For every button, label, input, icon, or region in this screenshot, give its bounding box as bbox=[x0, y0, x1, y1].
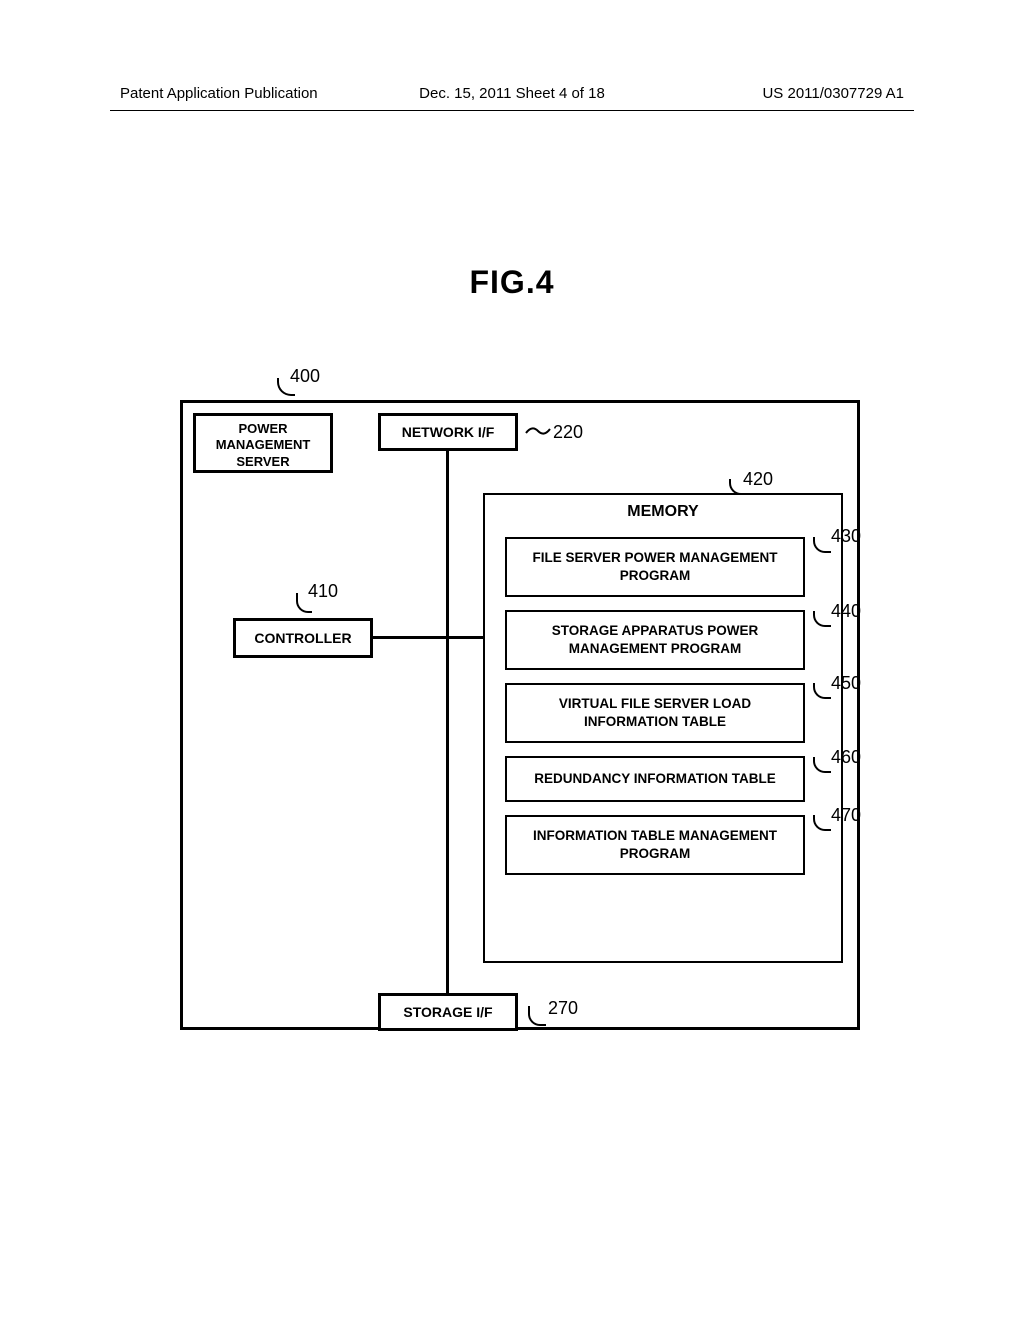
header-right: US 2011/0307729 A1 bbox=[643, 85, 904, 102]
page-header: Patent Application Publication Dec. 15, … bbox=[120, 85, 904, 102]
leader-hook-400 bbox=[277, 378, 295, 396]
ref-label-220: 220 bbox=[553, 422, 583, 443]
header-rule bbox=[110, 110, 914, 111]
memory-item-430: FILE SERVER POWER MANAGEMENT PROGRAM bbox=[505, 537, 805, 597]
ref-label-430: 430 bbox=[831, 526, 861, 547]
memory-item-450: VIRTUAL FILE SERVER LOAD INFORMATION TAB… bbox=[505, 683, 805, 743]
memory-box: MEMORY FILE SERVER POWER MANAGEMENT PROG… bbox=[483, 493, 843, 963]
leader-tilde-220 bbox=[525, 425, 551, 437]
ref-label-450: 450 bbox=[831, 673, 861, 694]
ref-label-470: 470 bbox=[831, 805, 861, 826]
ref-label-270: 270 bbox=[548, 998, 578, 1019]
storage-if-box: STORAGE I/F bbox=[378, 993, 518, 1031]
bus-to-controller bbox=[373, 636, 446, 639]
memory-item-470: INFORMATION TABLE MANAGEMENT PROGRAM bbox=[505, 815, 805, 875]
block-diagram: 400 POWER MANAGEMENT SERVER NETWORK I/F … bbox=[180, 380, 860, 1030]
ref-label-420: 420 bbox=[743, 469, 773, 490]
figure-title: FIG.4 bbox=[0, 264, 1024, 301]
bus-vertical bbox=[446, 451, 449, 993]
page: Patent Application Publication Dec. 15, … bbox=[0, 0, 1024, 1320]
ref-label-410: 410 bbox=[308, 581, 338, 602]
memory-item-460: REDUNDANCY INFORMATION TABLE bbox=[505, 756, 805, 802]
ref-label-460: 460 bbox=[831, 747, 861, 768]
network-if-box: NETWORK I/F bbox=[378, 413, 518, 451]
header-mid: Dec. 15, 2011 Sheet 4 of 18 bbox=[381, 85, 642, 102]
ref-label-440: 440 bbox=[831, 601, 861, 622]
controller-box: CONTROLLER bbox=[233, 618, 373, 658]
memory-title: MEMORY bbox=[485, 503, 841, 521]
leader-hook-410 bbox=[296, 593, 312, 613]
header-left: Patent Application Publication bbox=[120, 85, 381, 102]
power-management-server-box: POWER MANAGEMENT SERVER NETWORK I/F 220 … bbox=[180, 400, 860, 1030]
memory-item-440: STORAGE APPARATUS POWER MANAGEMENT PROGR… bbox=[505, 610, 805, 670]
power-management-server-label: POWER MANAGEMENT SERVER bbox=[193, 413, 333, 473]
leader-hook-270 bbox=[528, 1006, 546, 1026]
bus-to-memory bbox=[449, 636, 483, 639]
pms-text: POWER MANAGEMENT SERVER bbox=[216, 421, 311, 469]
